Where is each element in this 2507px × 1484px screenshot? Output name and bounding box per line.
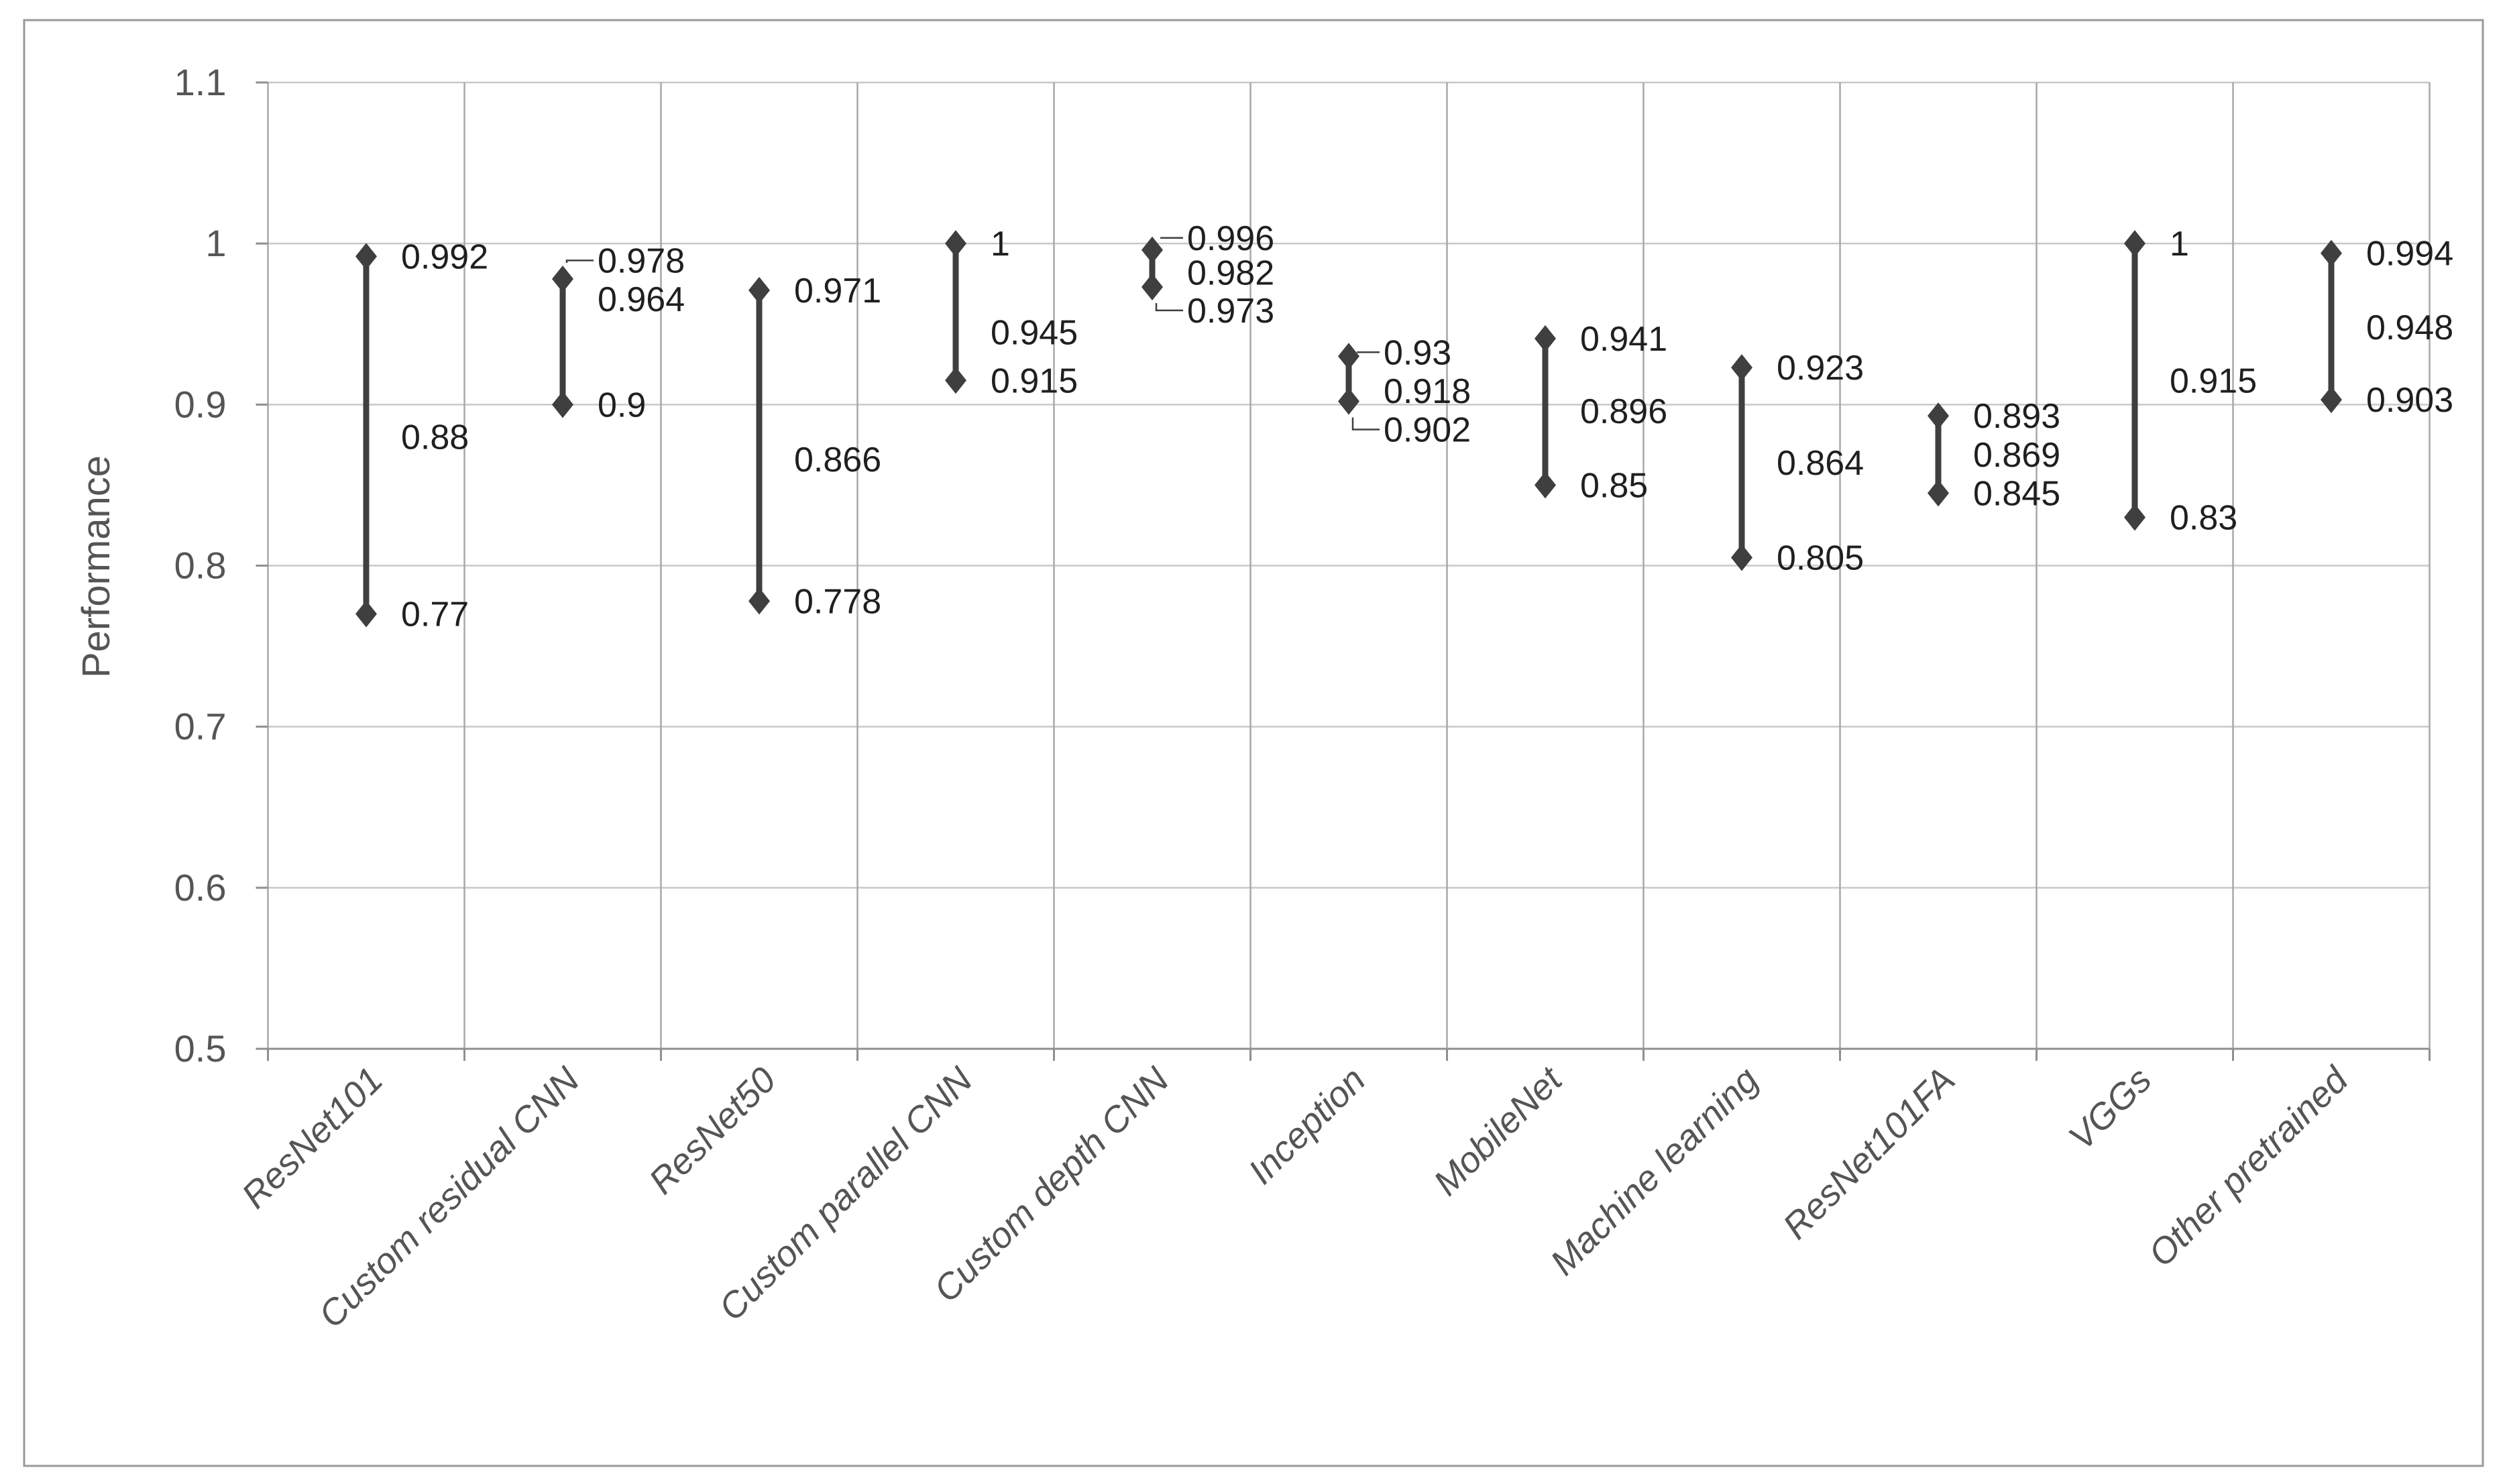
data-label: 0.971: [794, 272, 881, 310]
data-label: 0.83: [2170, 498, 2237, 537]
diamond-marker: [552, 266, 573, 293]
data-label: 0.9: [598, 386, 646, 424]
diamond-marker: [355, 243, 377, 270]
diamond-marker: [1535, 471, 1556, 499]
data-label: 0.864: [1777, 444, 1864, 483]
y-tick-label: 0.5: [174, 1027, 227, 1070]
data-label: 0.77: [401, 595, 469, 634]
data-label: 0.978: [598, 241, 685, 280]
diamond-marker: [1535, 325, 1556, 352]
data-label: 0.964: [598, 280, 685, 319]
label-leader-line: [1351, 417, 1380, 431]
diamond-marker: [1731, 544, 1752, 571]
diamond-marker: [2321, 239, 2342, 267]
diamond-marker: [1928, 479, 1949, 507]
label-leader-line: [1155, 303, 1183, 312]
diamond-marker: [2321, 386, 2342, 414]
data-label: 0.778: [794, 582, 881, 621]
diamond-marker: [1141, 236, 1163, 264]
data-label: 0.893: [1973, 397, 2060, 436]
diamond-marker: [1338, 343, 1359, 370]
data-label: 0.996: [1187, 219, 1274, 258]
data-label: 0.945: [991, 313, 1078, 352]
diamond-marker: [355, 600, 377, 628]
data-label: 0.866: [794, 441, 881, 479]
data-label: 0.941: [1580, 320, 1667, 359]
diamond-marker: [2124, 504, 2146, 531]
data-label: 0.992: [401, 237, 488, 276]
diamond-marker: [1731, 354, 1752, 382]
diamond-marker: [1928, 402, 1949, 430]
data-label: 0.85: [1580, 466, 1648, 505]
diamond-marker: [945, 230, 966, 258]
data-label: 0.923: [1777, 349, 1864, 388]
label-leader-line: [565, 260, 594, 264]
data-label: 0.845: [1973, 474, 2060, 513]
data-label: 0.915: [2170, 361, 2257, 400]
data-label: 1: [2170, 225, 2189, 264]
data-label: 1: [991, 225, 1010, 264]
y-tick-label: 0.9: [174, 383, 227, 425]
y-tick-label: 0.8: [174, 545, 227, 587]
data-label: 0.88: [401, 418, 469, 457]
data-label: 0.915: [991, 361, 1078, 400]
data-label: 0.973: [1187, 292, 1274, 331]
y-tick-label: 1: [205, 222, 226, 264]
data-label: 0.994: [2366, 235, 2453, 274]
diamond-marker: [1141, 274, 1163, 301]
y-tick-label: 1.1: [174, 61, 227, 103]
y-axis-title: Performance: [74, 455, 118, 678]
data-label: 0.869: [1973, 436, 2060, 475]
data-label: 0.918: [1384, 372, 1471, 411]
figure-border: [23, 19, 2484, 1467]
data-label: 0.805: [1777, 538, 1864, 577]
diamond-marker: [748, 587, 770, 615]
diamond-marker: [2124, 230, 2146, 258]
diamond-marker: [552, 391, 573, 418]
data-label: 0.982: [1187, 253, 1274, 292]
y-tick-label: 0.7: [174, 705, 227, 748]
data-label: 0.903: [2366, 381, 2453, 420]
diamond-marker: [748, 276, 770, 304]
y-tick-label: 0.6: [174, 866, 227, 909]
data-label: 0.948: [2366, 308, 2453, 347]
data-label: 0.902: [1384, 411, 1471, 450]
data-label: 0.93: [1384, 333, 1451, 372]
diamond-marker: [1338, 388, 1359, 415]
diamond-marker: [945, 367, 966, 394]
data-label: 0.896: [1580, 392, 1667, 431]
